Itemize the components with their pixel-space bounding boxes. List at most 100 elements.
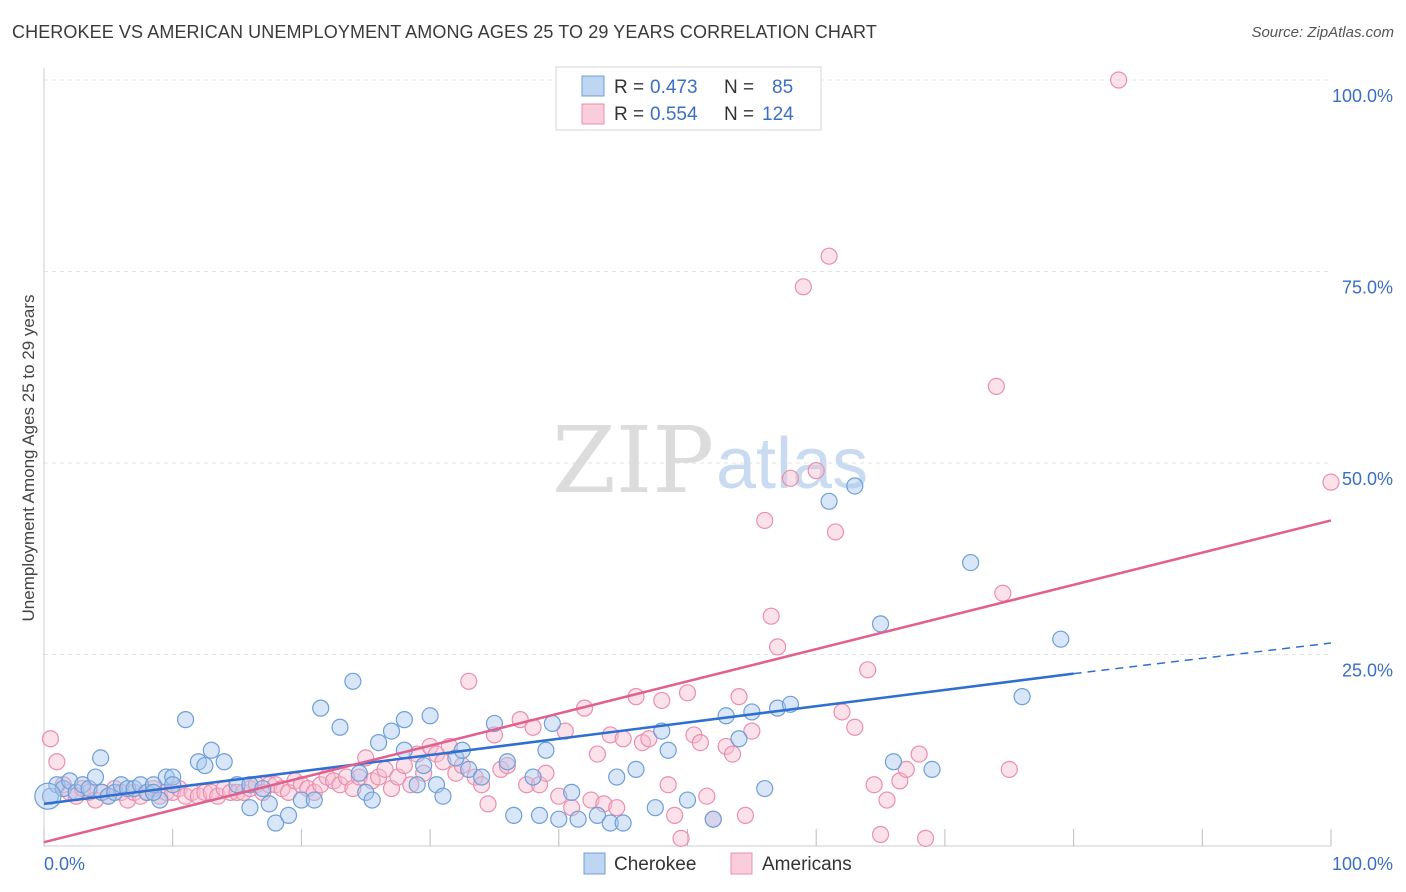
cherokee-point xyxy=(144,783,162,801)
legend-swatch-cherokee xyxy=(581,75,605,97)
americans-point xyxy=(666,806,684,824)
legend-n-value-1: 85 xyxy=(772,77,793,98)
cherokee-point xyxy=(884,753,903,771)
legend-r-value-1: 0.473 xyxy=(650,77,698,98)
watermark-zip: ZIP xyxy=(552,407,714,514)
americans-point xyxy=(878,791,896,809)
cherokee-point xyxy=(260,795,278,813)
americans-point xyxy=(987,377,1005,395)
americans-point xyxy=(781,469,800,487)
americans-point xyxy=(833,703,851,721)
americans-point xyxy=(865,776,883,794)
americans-point xyxy=(736,806,755,824)
bottom-swatch-americans xyxy=(730,852,753,875)
cherokee-point xyxy=(350,764,368,782)
cherokee-point xyxy=(363,791,381,809)
cherokee-point xyxy=(871,615,890,633)
cherokee-point xyxy=(962,553,980,572)
americans-point xyxy=(479,795,497,813)
watermark-atlas: atlas xyxy=(716,424,868,504)
trend-lines xyxy=(43,519,1332,844)
cherokee-point xyxy=(344,672,362,690)
cherokee-point xyxy=(524,768,542,786)
americans-point xyxy=(537,764,555,782)
americans-point xyxy=(672,829,690,847)
cherokee-point xyxy=(569,810,587,828)
cherokee-point xyxy=(543,714,561,733)
cherokee-point xyxy=(608,768,626,786)
cherokee-point xyxy=(421,707,439,725)
legend-n-value-2: 124 xyxy=(762,104,794,125)
cherokee-point xyxy=(563,783,581,801)
americans-point xyxy=(756,511,774,530)
americans-point xyxy=(640,730,658,748)
bottom-swatch-cherokee xyxy=(583,852,606,875)
cherokee-point xyxy=(305,791,323,809)
cherokee-point xyxy=(614,814,632,832)
y-axis-label: Unemployment Among Ages 25 to 29 years xyxy=(19,295,38,622)
legend: R = 0.473 N = 85 R = 0.554 N = 124 xyxy=(555,66,822,131)
cherokee-points xyxy=(34,477,1070,832)
cherokee-point xyxy=(627,760,645,779)
cherokee-point xyxy=(395,711,413,729)
americans-trend-line xyxy=(43,519,1332,844)
cherokee-point xyxy=(267,814,285,832)
legend-r-value-2: 0.554 xyxy=(650,104,698,125)
cherokee-trend-line xyxy=(43,672,1074,806)
americans-point xyxy=(768,638,787,656)
cherokee-point xyxy=(202,741,220,759)
americans-point xyxy=(698,787,716,805)
cherokee-point xyxy=(498,753,516,771)
cherokee-point xyxy=(382,722,401,740)
cherokee-point xyxy=(331,718,349,736)
tick-labels: 100.0% 75.0% 50.0% 25.0% 0.0% 100.0% xyxy=(44,86,1393,874)
cherokee-point xyxy=(537,741,555,759)
bottom-legend-americans: Americans xyxy=(762,854,852,875)
americans-point xyxy=(460,672,478,690)
americans-point xyxy=(916,829,935,847)
cherokee-point xyxy=(176,711,195,729)
americans-point xyxy=(614,730,632,748)
cherokee-point xyxy=(460,760,478,779)
americans-point xyxy=(910,745,928,763)
cherokee-point xyxy=(92,749,110,767)
watermark: ZIP atlas xyxy=(552,407,868,514)
americans-point xyxy=(807,462,825,480)
legend-n-label-2: N = xyxy=(724,104,754,125)
cherokee-point xyxy=(646,799,664,817)
cherokee-point xyxy=(312,699,330,717)
cherokee-point xyxy=(1052,630,1070,648)
americans-point xyxy=(1000,760,1018,779)
y-tick-label: 75.0% xyxy=(1342,278,1393,298)
cherokee-point xyxy=(86,768,105,786)
cherokee-point xyxy=(196,756,214,775)
americans-point xyxy=(402,776,420,794)
cherokee-point xyxy=(241,799,259,817)
cherokee-point xyxy=(601,814,619,832)
americans-point xyxy=(794,278,812,296)
cherokee-point xyxy=(34,782,62,810)
cherokee-point xyxy=(846,477,864,495)
americans-point xyxy=(846,718,864,736)
americans-point xyxy=(678,684,697,702)
bottom-legend: Cherokee Americans xyxy=(583,852,852,875)
cherokee-point xyxy=(434,787,452,805)
chart-source: Source: ZipAtlas.com xyxy=(1251,24,1394,41)
cherokee-point xyxy=(678,791,697,809)
cherokee-point xyxy=(743,703,761,721)
cherokee-point xyxy=(279,806,298,824)
americans-point xyxy=(730,688,748,706)
chart-title: CHEROKEE VS AMERICAN UNEMPLOYMENT AMONG … xyxy=(12,22,877,42)
americans-point xyxy=(48,753,66,771)
y-tick-label: 50.0% xyxy=(1342,469,1393,489)
legend-n-label-1: N = xyxy=(724,77,754,98)
cherokee-point xyxy=(1013,688,1031,706)
americans-point xyxy=(1110,71,1128,89)
americans-point xyxy=(498,756,516,775)
cherokee-point xyxy=(530,806,549,824)
cherokee-point xyxy=(756,779,774,798)
americans-point xyxy=(820,247,838,265)
cherokee-point xyxy=(730,730,748,748)
americans-point xyxy=(994,584,1012,602)
